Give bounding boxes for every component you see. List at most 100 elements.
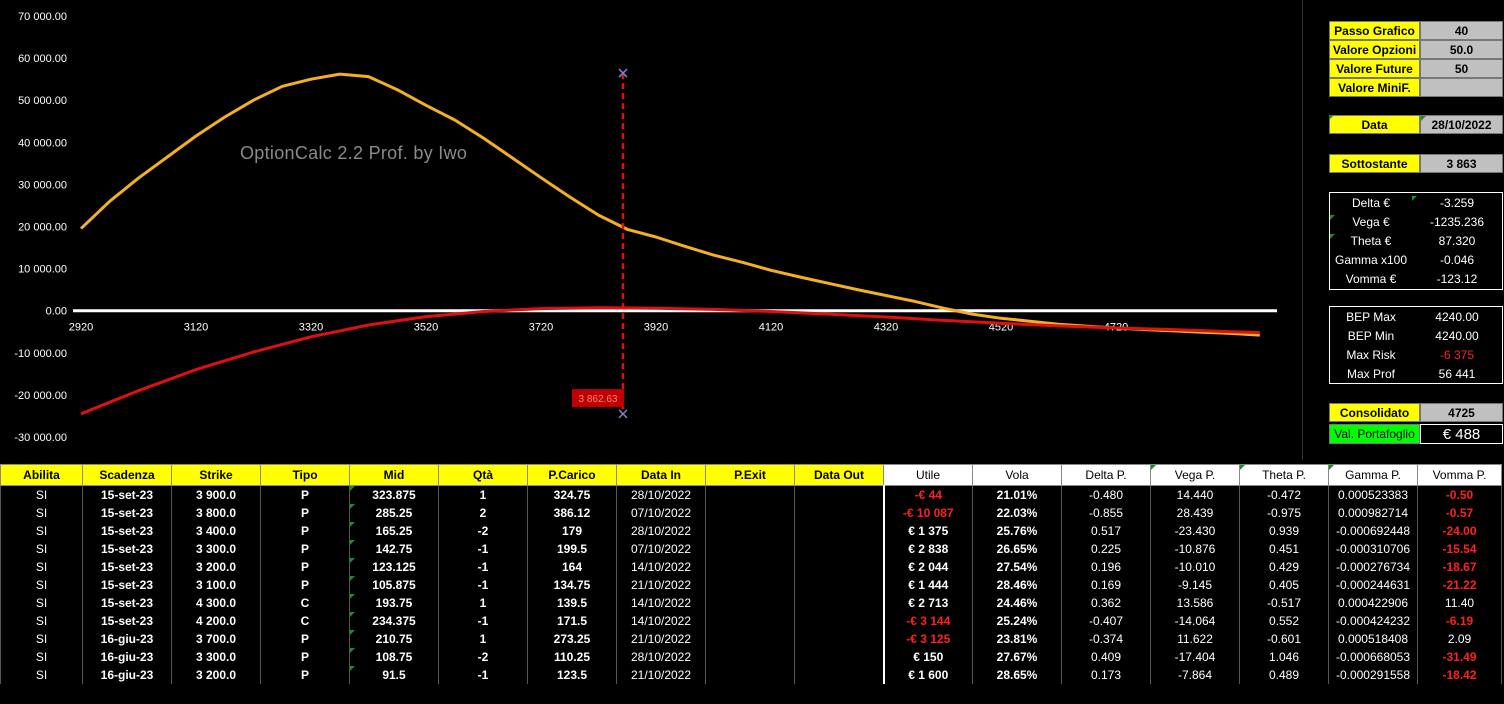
- table-cell: 0.173: [1061, 666, 1151, 684]
- table-cell[interactable]: 199.5: [527, 540, 617, 558]
- table-cell[interactable]: -1: [438, 612, 528, 630]
- data-value[interactable]: 28/10/2022: [1420, 115, 1503, 134]
- table-cell[interactable]: 1: [438, 630, 528, 648]
- table-cell[interactable]: 108.75: [349, 648, 439, 666]
- table-cell[interactable]: [794, 485, 884, 504]
- x-tick-label: 4120: [759, 322, 783, 334]
- table-row[interactable]: SI 15-set-23 3 900.0 P 323.875 1 324.75 28/10/2…: [0, 485, 1502, 504]
- table-cell[interactable]: [705, 666, 795, 684]
- table-cell[interactable]: -1: [438, 558, 528, 576]
- table-cell[interactable]: [794, 576, 884, 594]
- table-cell: 15-set-23: [82, 612, 172, 630]
- table-cell[interactable]: [705, 558, 795, 576]
- table-cell[interactable]: 21/10/2022: [616, 576, 706, 594]
- table-cell[interactable]: 193.75: [349, 594, 439, 612]
- table-cell[interactable]: 1: [438, 594, 528, 612]
- table-cell[interactable]: 142.75: [349, 540, 439, 558]
- table-cell[interactable]: -1: [438, 540, 528, 558]
- table-cell[interactable]: [705, 612, 795, 630]
- table-cell[interactable]: 139.5: [527, 594, 617, 612]
- table-cell[interactable]: 285.25: [349, 504, 439, 522]
- table-cell[interactable]: [705, 576, 795, 594]
- table-cell[interactable]: 07/10/2022: [616, 540, 706, 558]
- table-row[interactable]: SI 15-set-23 3 100.0 P 105.875 -1 134.75 21/10/…: [0, 576, 1502, 594]
- table-row[interactable]: SI 16-giu-23 3 700.0 P 210.75 1 273.25 21/10/20…: [0, 630, 1502, 648]
- table-cell[interactable]: 21/10/2022: [616, 666, 706, 684]
- table-cell[interactable]: 28/10/2022: [616, 648, 706, 666]
- table-cell[interactable]: [794, 558, 884, 576]
- table-cell: 15-set-23: [82, 522, 172, 540]
- table-cell[interactable]: [705, 648, 795, 666]
- table-cell[interactable]: 1: [438, 485, 528, 504]
- table-cell[interactable]: -1: [438, 576, 528, 594]
- price-cursor[interactable]: 3 862.63: [572, 68, 628, 419]
- table-cell[interactable]: 14/10/2022: [616, 612, 706, 630]
- table-cell[interactable]: [794, 666, 884, 684]
- table-cell[interactable]: [794, 540, 884, 558]
- table-cell: -7.864: [1150, 666, 1240, 684]
- table-cell: € 1 375: [882, 522, 973, 540]
- table-cell[interactable]: 210.75: [349, 630, 439, 648]
- table-cell[interactable]: -1: [438, 666, 528, 684]
- sottostante-value[interactable]: 3 863: [1420, 154, 1503, 173]
- table-cell[interactable]: 110.25: [527, 648, 617, 666]
- table-cell: 0.429: [1239, 558, 1329, 576]
- table-cell[interactable]: 21/10/2022: [616, 630, 706, 648]
- x-tick-label: 3520: [414, 322, 438, 334]
- table-row[interactable]: SI 15-set-23 3 200.0 P 123.125 -1 164 14/10/202…: [0, 558, 1502, 576]
- table-row[interactable]: SI 15-set-23 3 800.0 P 285.25 2 386.12 07/10/20…: [0, 504, 1502, 522]
- table-row[interactable]: SI 15-set-23 3 300.0 P 142.75 -1 199.5 07/10/20…: [0, 540, 1502, 558]
- table-cell[interactable]: [705, 504, 795, 522]
- table-cell[interactable]: 386.12: [527, 504, 617, 522]
- table-cell[interactable]: [794, 594, 884, 612]
- valore-opzioni-value[interactable]: 50.0: [1420, 40, 1503, 59]
- table-cell[interactable]: [705, 540, 795, 558]
- table-cell[interactable]: 323.875: [349, 485, 439, 504]
- table-row[interactable]: SI 16-giu-23 3 200.0 P 91.5 -1 123.5 21/10/2022…: [0, 666, 1502, 684]
- table-row[interactable]: SI 15-set-23 4 300.0 C 193.75 1 139.5 14/10/202…: [0, 594, 1502, 612]
- table-cell[interactable]: 179: [527, 522, 617, 540]
- table-cell[interactable]: [794, 630, 884, 648]
- table-cell[interactable]: 123.5: [527, 666, 617, 684]
- table-row[interactable]: SI 15-set-23 4 200.0 C 234.375 -1 171.5 14/10/2…: [0, 612, 1502, 630]
- table-cell[interactable]: 123.125: [349, 558, 439, 576]
- col-header: P.Exit: [705, 464, 795, 486]
- passo-grafico-row: Passo Grafico 40: [1329, 21, 1503, 40]
- table-cell: -0.480: [1061, 485, 1151, 504]
- table-row[interactable]: SI 16-giu-23 3 300.0 P 108.75 -2 110.25 28/10/2…: [0, 648, 1502, 666]
- table-cell[interactable]: 91.5: [349, 666, 439, 684]
- y-tick-label: 50 000.00: [18, 95, 67, 107]
- table-cell[interactable]: 273.25: [527, 630, 617, 648]
- table-cell[interactable]: [705, 485, 795, 504]
- table-cell[interactable]: 234.375: [349, 612, 439, 630]
- table-cell[interactable]: -2: [438, 648, 528, 666]
- table-cell[interactable]: 28/10/2022: [616, 485, 706, 504]
- table-cell[interactable]: 14/10/2022: [616, 594, 706, 612]
- table-cell[interactable]: [794, 648, 884, 666]
- table-cell[interactable]: [794, 522, 884, 540]
- table-cell[interactable]: -2: [438, 522, 528, 540]
- table-cell[interactable]: [705, 594, 795, 612]
- valore-minif-value[interactable]: [1420, 78, 1503, 97]
- table-cell[interactable]: [794, 504, 884, 522]
- col-header: Gamma P.: [1328, 464, 1418, 486]
- table-cell[interactable]: [705, 630, 795, 648]
- table-cell: 0.000982714: [1328, 504, 1418, 522]
- table-cell[interactable]: 171.5: [527, 612, 617, 630]
- table-cell[interactable]: 165.25: [349, 522, 439, 540]
- table-row[interactable]: SI 15-set-23 3 400.0 P 165.25 -2 179 28/10/2022…: [0, 522, 1502, 540]
- table-cell[interactable]: 28/10/2022: [616, 522, 706, 540]
- table-cell[interactable]: [794, 612, 884, 630]
- table-cell[interactable]: 164: [527, 558, 617, 576]
- table-cell[interactable]: 07/10/2022: [616, 504, 706, 522]
- valore-opzioni-row: Valore Opzioni 50.0: [1329, 40, 1503, 59]
- table-cell[interactable]: 14/10/2022: [616, 558, 706, 576]
- passo-grafico-value[interactable]: 40: [1420, 21, 1503, 40]
- table-cell[interactable]: 324.75: [527, 485, 617, 504]
- table-cell: -0.000291558: [1328, 666, 1418, 684]
- table-cell[interactable]: [705, 522, 795, 540]
- table-cell[interactable]: 134.75: [527, 576, 617, 594]
- table-cell[interactable]: 2: [438, 504, 528, 522]
- table-cell[interactable]: 105.875: [349, 576, 439, 594]
- valore-future-value[interactable]: 50: [1420, 59, 1503, 78]
